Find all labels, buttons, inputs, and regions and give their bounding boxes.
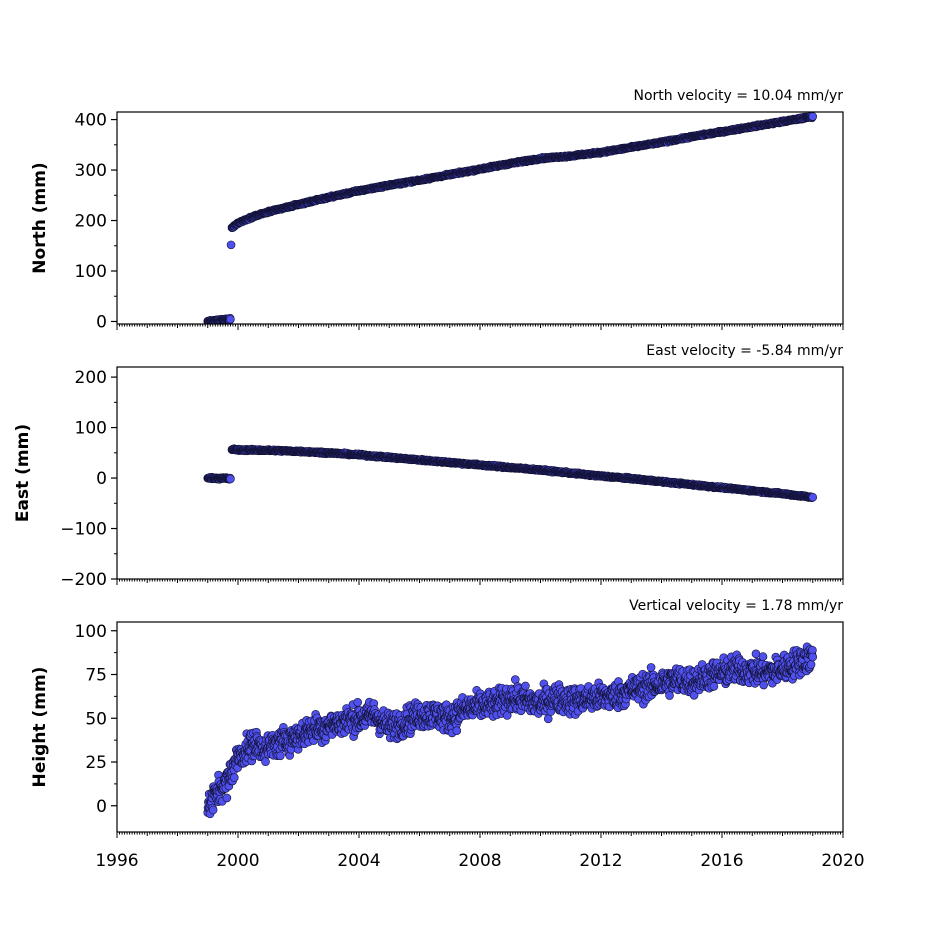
north-y-tick-label: 0 bbox=[96, 312, 107, 332]
east-velocity-title: East velocity = -5.84 mm/yr bbox=[646, 343, 843, 359]
north-y-axis-title: North (mm) bbox=[30, 162, 50, 273]
north-x-axis bbox=[116, 324, 844, 330]
east-y-tick-label: −100 bbox=[60, 520, 107, 540]
north-y-tick-label: 200 bbox=[75, 212, 107, 232]
east-points bbox=[203, 444, 818, 503]
north-y-tick-label: 400 bbox=[75, 111, 107, 131]
east-x-axis bbox=[116, 579, 844, 585]
height-data-point-446 bbox=[353, 698, 362, 707]
height-data-point-216 bbox=[276, 751, 285, 761]
north-panel: 0 100 200 300 400 North (mm) North velocity = … bbox=[30, 88, 844, 332]
height-data-point-79 bbox=[230, 773, 239, 782]
east-y-axis: −200 −100 0 100 200 bbox=[60, 368, 117, 590]
north-data-point-54 bbox=[226, 240, 236, 250]
east-data-point-1398 bbox=[808, 492, 818, 502]
north-y-axis: 0 100 200 300 400 bbox=[75, 111, 117, 332]
height-data-point-1374 bbox=[665, 691, 674, 700]
north-y-tick-label: 100 bbox=[75, 262, 107, 282]
east-y-axis-title: East (mm) bbox=[13, 424, 33, 522]
north-data-point-53 bbox=[226, 314, 235, 324]
east-panel: −200 −100 0 100 200 East (mm) East velocity = … bbox=[13, 343, 844, 590]
east-y-tick-label: −200 bbox=[60, 570, 107, 590]
height-data-point-741 bbox=[452, 726, 462, 735]
height-data-point-1013 bbox=[543, 714, 553, 724]
height-points bbox=[203, 642, 818, 819]
north-y-tick-label: 300 bbox=[75, 161, 107, 181]
height-data-point-57 bbox=[222, 793, 232, 803]
panels: 0 100 200 300 400 North (mm) North velocity = … bbox=[13, 88, 865, 871]
height-data-point-16 bbox=[208, 805, 218, 815]
east-y-tick-label: 100 bbox=[75, 419, 107, 439]
height-data-point-945 bbox=[521, 681, 530, 691]
east-y-tick-label: 0 bbox=[96, 469, 107, 489]
height-data-point-1319 bbox=[646, 663, 656, 672]
height-data-point-891 bbox=[502, 711, 512, 720]
height-data-point-1506 bbox=[709, 681, 719, 691]
north-data-point-1399 bbox=[808, 112, 818, 121]
north-velocity-title: North velocity = 10.04 mm/yr bbox=[633, 88, 843, 104]
north-points bbox=[203, 112, 818, 324]
height-data-point-172 bbox=[261, 757, 270, 767]
east-data-point-53 bbox=[226, 474, 235, 484]
east-y-tick-label: 200 bbox=[75, 368, 107, 388]
